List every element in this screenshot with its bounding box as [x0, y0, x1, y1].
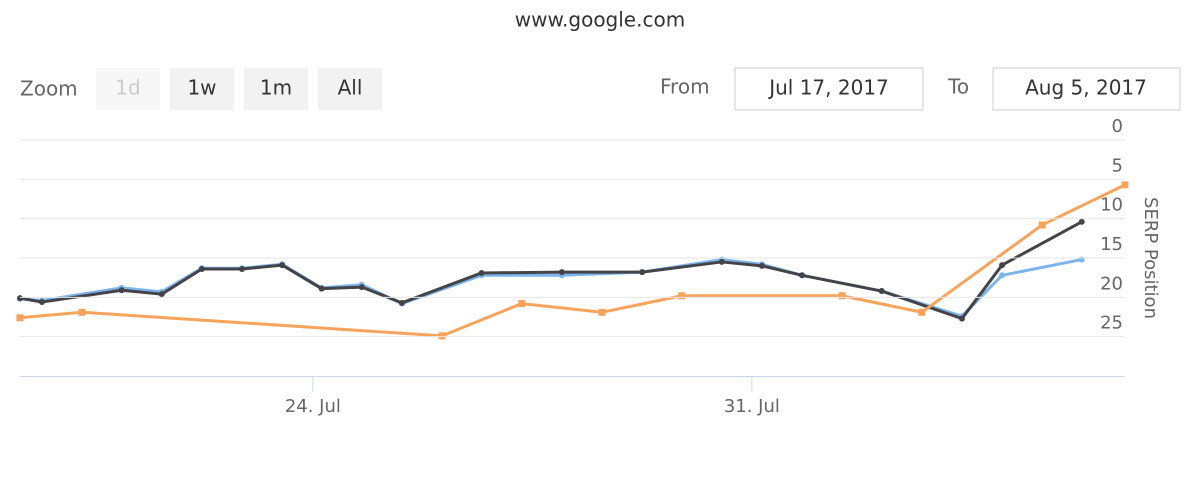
point-marker: [78, 308, 86, 316]
point-marker: [279, 262, 286, 269]
y-tick-label: 10: [1100, 195, 1123, 216]
to-value[interactable]: Aug 5, 2017: [1025, 76, 1147, 100]
point-marker: [438, 332, 446, 340]
to-input[interactable]: [992, 67, 1181, 111]
point-marker: [718, 258, 725, 265]
zoom-button[interactable]: [170, 68, 234, 110]
plot-area: [16, 181, 1129, 340]
point-marker: [358, 284, 365, 291]
to-label: To: [947, 75, 969, 99]
y-tick-label: 5: [1112, 155, 1123, 176]
zoom-button[interactable]: [318, 68, 382, 110]
point-marker: [918, 308, 926, 316]
y-tick-label: 0: [1112, 116, 1123, 137]
point-marker: [838, 292, 846, 300]
point-marker: [958, 315, 965, 322]
point-marker: [639, 269, 646, 276]
point-marker: [239, 266, 246, 273]
point-marker: [478, 269, 485, 276]
zoom-button-label: 1d: [115, 76, 140, 100]
series-line: [19, 220, 1083, 321]
series-line: [19, 183, 1126, 338]
point-marker: [878, 288, 885, 295]
point-marker: [1121, 181, 1129, 189]
from-value[interactable]: Jul 17, 2017: [767, 76, 889, 100]
zoom-button-label[interactable]: All: [338, 76, 363, 100]
point-marker: [1078, 218, 1085, 225]
x-tick-label: 24. Jul: [285, 396, 341, 417]
point-marker: [1038, 221, 1046, 229]
y-tick-label: 25: [1100, 313, 1123, 334]
point-marker: [158, 291, 165, 298]
from-input[interactable]: [734, 67, 924, 111]
point-marker: [16, 314, 24, 322]
point-marker: [398, 299, 405, 306]
y-tick-label: 15: [1100, 234, 1123, 255]
point-marker: [999, 262, 1006, 269]
point-marker: [38, 299, 45, 306]
from-label: From: [660, 75, 710, 99]
chart-title: www.google.com: [515, 8, 685, 32]
zoom-button-label[interactable]: 1m: [260, 76, 292, 100]
zoom-button: [96, 68, 160, 110]
y-axis-title: SERP Position: [1140, 197, 1161, 319]
point-marker: [17, 295, 23, 302]
point-marker: [518, 300, 526, 308]
point-marker: [318, 285, 325, 292]
zoom-button-label[interactable]: 1w: [187, 76, 216, 100]
point-marker: [558, 269, 565, 276]
point-marker: [1078, 256, 1085, 263]
point-marker: [999, 272, 1006, 279]
point-marker: [678, 292, 686, 300]
zoom-button[interactable]: [244, 68, 308, 110]
y-tick-label: 20: [1100, 273, 1123, 294]
x-tick-label: 31. Jul: [724, 396, 780, 417]
point-marker: [118, 287, 125, 294]
point-marker: [598, 308, 606, 316]
point-marker: [758, 262, 765, 269]
point-marker: [799, 272, 806, 279]
zoom-label: Zoom: [20, 77, 78, 101]
point-marker: [198, 266, 205, 273]
